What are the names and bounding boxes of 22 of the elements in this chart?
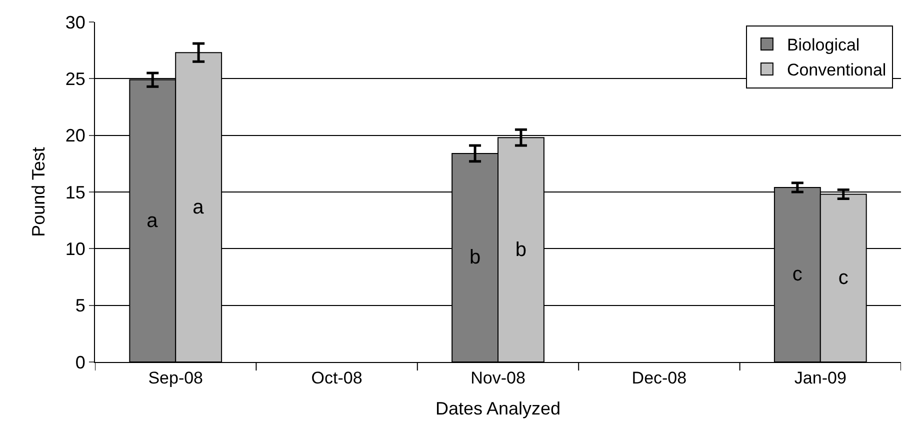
y-tick-label: 0	[75, 352, 86, 372]
x-tick-label: Nov-08	[470, 368, 526, 388]
x-tick-label: Dec-08	[632, 368, 687, 388]
y-tick-label: 15	[65, 182, 86, 202]
y-tick-label: 30	[65, 12, 86, 32]
y-tick-label: 5	[75, 296, 86, 316]
y-axis-title: Pound Test	[28, 147, 49, 237]
legend-label: Conventional	[786, 60, 886, 80]
y-tick-label: 10	[65, 238, 86, 259]
data-label: b	[469, 246, 481, 269]
data-label: c	[838, 267, 848, 290]
data-label: a	[146, 210, 159, 232]
x-axis-title: Dates Analyzed	[435, 398, 561, 418]
x-tick-label: Jan-09	[794, 368, 846, 388]
x-tick-label: Sep-08	[148, 368, 204, 388]
data-label: a	[192, 196, 205, 218]
data-label: b	[515, 238, 527, 261]
y-tick-label: 25	[65, 68, 86, 89]
y-tick-label: 20	[65, 126, 86, 146]
legend-label: Biological	[786, 36, 860, 55]
x-tick-label: Oct-08	[311, 368, 362, 388]
data-label: c	[792, 264, 802, 286]
